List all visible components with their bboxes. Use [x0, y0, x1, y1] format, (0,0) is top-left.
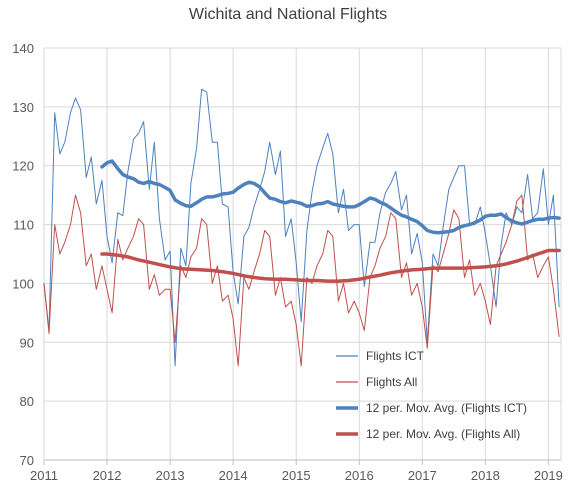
y-tick-label: 140: [12, 41, 34, 56]
y-tick-label: 80: [20, 394, 34, 409]
y-tick-label: 130: [12, 100, 34, 115]
series-line-1: [43, 88, 560, 367]
series-line-3: [100, 159, 561, 235]
x-tick-label: 2012: [93, 468, 122, 483]
x-tick-label: 2016: [345, 468, 374, 483]
x-tick-label: 2017: [408, 468, 437, 483]
x-tick-label: 2019: [534, 468, 563, 483]
y-tick-label: 110: [13, 218, 34, 233]
legend-label-3: 12 per. Mov. Avg. (Flights ICT): [366, 401, 527, 415]
x-tick-label: 2018: [471, 468, 500, 483]
legend-label-2: Flights All: [366, 375, 417, 389]
x-tick-label: 2013: [156, 468, 185, 483]
x-tick-label: 2011: [30, 468, 58, 483]
y-tick-label: 70: [20, 453, 34, 468]
series-line-4: [100, 248, 561, 283]
x-tick-label: 2015: [282, 468, 311, 483]
y-tick-label: 100: [12, 276, 34, 291]
legend-label-1: Flights ICT: [366, 349, 425, 363]
legend-label-4: 12 per. Mov. Avg. (Flights All): [366, 427, 520, 441]
y-tick-label: 120: [12, 159, 34, 174]
x-tick-label: 2014: [219, 468, 248, 483]
series-line-2: [43, 194, 560, 367]
y-tick-label: 90: [20, 335, 34, 350]
chart-title: Wichita and National Flights: [188, 6, 388, 23]
